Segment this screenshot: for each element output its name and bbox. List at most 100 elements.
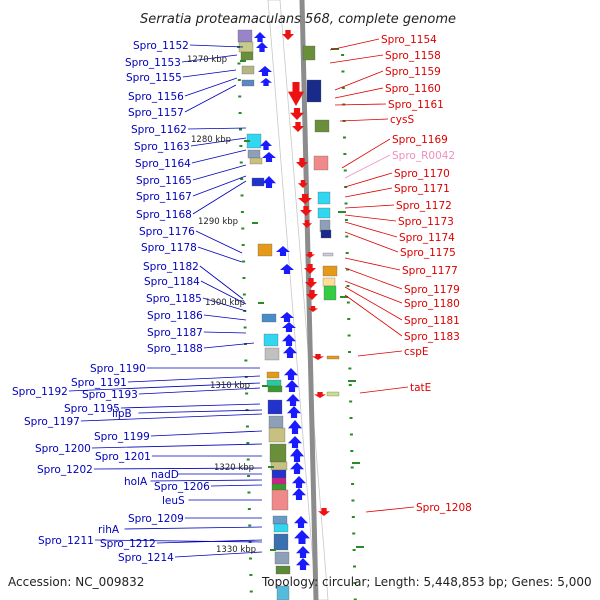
left-gene-label[interactable]: Spro_1197 <box>24 416 80 428</box>
gene-feature-block[interactable] <box>252 178 264 186</box>
gene-feature-block[interactable] <box>318 192 330 204</box>
forward-gene-arrow[interactable] <box>287 406 301 418</box>
gene-feature-block[interactable] <box>248 150 260 158</box>
left-gene-label[interactable]: Spro_1211 <box>38 535 94 547</box>
gene-feature-block[interactable] <box>272 484 286 490</box>
forward-gene-arrow[interactable] <box>260 78 272 86</box>
left-gene-label[interactable]: Spro_1200 <box>35 443 91 455</box>
forward-gene-arrow[interactable] <box>292 476 306 488</box>
left-gene-label[interactable]: Spro_1164 <box>135 158 191 170</box>
left-gene-label[interactable]: Spro_1168 <box>136 209 192 221</box>
left-gene-label[interactable]: holA <box>124 476 148 488</box>
left-gene-label[interactable]: Spro_1192 <box>12 386 68 398</box>
gene-feature-block[interactable] <box>327 356 339 359</box>
right-gene-label[interactable]: Spro_1174 <box>399 232 455 244</box>
right-gene-label[interactable]: Spro_1170 <box>394 168 450 180</box>
forward-gene-arrow[interactable] <box>288 436 302 448</box>
gene-feature-block[interactable] <box>314 156 328 170</box>
left-gene-label[interactable]: Spro_1209 <box>128 513 184 525</box>
left-gene-label[interactable]: Spro_1153 <box>125 57 181 69</box>
left-gene-label[interactable]: Spro_1199 <box>94 431 150 443</box>
right-gene-label[interactable]: Spro_1154 <box>381 34 437 46</box>
forward-gene-arrow[interactable] <box>292 488 306 500</box>
gene-feature-block[interactable] <box>275 552 289 564</box>
right-gene-label[interactable]: cspE <box>404 346 429 358</box>
forward-gene-arrow[interactable] <box>254 32 266 42</box>
left-gene-label[interactable]: Spro_1157 <box>128 107 184 119</box>
gene-feature-block[interactable] <box>276 566 290 574</box>
left-gene-label[interactable]: Spro_1185 <box>146 293 202 305</box>
left-gene-label[interactable]: Spro_1167 <box>136 191 192 203</box>
left-gene-label[interactable]: Spro_1188 <box>147 343 203 355</box>
gene-feature-block[interactable] <box>268 386 282 392</box>
right-gene-label[interactable]: Spro_1172 <box>396 200 452 212</box>
left-gene-label[interactable]: Spro_1182 <box>143 261 199 273</box>
left-gene-label[interactable]: Spro_1212 <box>100 538 156 550</box>
left-gene-label[interactable]: Spro_1162 <box>131 124 187 136</box>
right-gene-label[interactable]: Spro_1169 <box>392 134 448 146</box>
gene-feature-block[interactable] <box>327 392 339 396</box>
right-gene-label[interactable]: Spro_1177 <box>402 265 458 277</box>
gene-feature-block[interactable] <box>307 80 321 102</box>
left-gene-label[interactable]: Spro_1206 <box>154 481 210 493</box>
left-gene-label[interactable]: Spro_1191 <box>71 377 127 389</box>
reverse-gene-arrow[interactable] <box>312 354 324 360</box>
left-gene-label[interactable]: Spro_1152 <box>133 40 189 52</box>
gene-feature-block[interactable] <box>268 400 282 414</box>
forward-gene-arrow[interactable] <box>258 66 272 76</box>
right-gene-label[interactable]: Spro_1161 <box>388 99 444 111</box>
right-gene-label[interactable]: Spro_R0042 <box>392 150 455 162</box>
gene-feature-block[interactable] <box>241 52 253 60</box>
reverse-gene-arrow[interactable] <box>292 122 304 132</box>
left-gene-label[interactable]: Spro_1163 <box>134 141 190 153</box>
gene-feature-block[interactable] <box>272 470 286 478</box>
forward-gene-arrow[interactable] <box>290 448 304 462</box>
right-gene-label[interactable]: tatE <box>410 382 431 394</box>
forward-gene-arrow[interactable] <box>280 312 294 322</box>
gene-feature-block[interactable] <box>258 244 272 256</box>
forward-gene-arrow[interactable] <box>282 334 296 346</box>
right-gene-label[interactable]: Spro_1179 <box>404 284 460 296</box>
gene-feature-block[interactable] <box>323 253 333 256</box>
left-gene-label[interactable]: Spro_1176 <box>139 226 195 238</box>
forward-gene-arrow[interactable] <box>290 462 304 474</box>
forward-gene-arrow[interactable] <box>296 558 310 570</box>
reverse-gene-arrow[interactable] <box>282 30 294 40</box>
left-gene-label[interactable]: lipB <box>112 408 132 420</box>
left-gene-label[interactable]: nadD <box>151 469 179 481</box>
gene-feature-block[interactable] <box>303 46 315 60</box>
forward-gene-arrow[interactable] <box>262 152 276 162</box>
right-gene-label[interactable]: Spro_1158 <box>385 50 441 62</box>
reverse-gene-arrow[interactable] <box>298 194 312 204</box>
gene-feature-block[interactable] <box>270 444 286 462</box>
forward-gene-arrow[interactable] <box>256 42 268 52</box>
left-gene-label[interactable]: Spro_1214 <box>118 552 174 564</box>
gene-feature-block[interactable] <box>238 30 252 42</box>
left-gene-label[interactable]: rihA <box>98 524 120 536</box>
gene-feature-block[interactable] <box>262 314 276 322</box>
gene-feature-block[interactable] <box>272 490 288 510</box>
forward-gene-arrow[interactable] <box>283 346 297 358</box>
gene-feature-block[interactable] <box>274 524 288 532</box>
gene-feature-block[interactable] <box>242 66 254 74</box>
left-gene-label[interactable]: Spro_1187 <box>147 327 203 339</box>
left-gene-label[interactable]: Spro_1165 <box>136 175 192 187</box>
left-gene-label[interactable]: Spro_1201 <box>95 451 151 463</box>
gene-feature-block[interactable] <box>269 428 285 442</box>
right-gene-label[interactable]: Spro_1175 <box>400 247 456 259</box>
left-gene-label[interactable]: Spro_1193 <box>82 389 138 401</box>
gene-feature-block[interactable] <box>321 230 331 238</box>
left-gene-label[interactable]: Spro_1190 <box>90 363 146 375</box>
reverse-gene-arrow[interactable] <box>314 392 326 398</box>
gene-feature-block[interactable] <box>273 516 287 524</box>
reverse-gene-arrow[interactable] <box>300 206 312 216</box>
gene-feature-block[interactable] <box>324 286 336 300</box>
right-gene-label[interactable]: Spro_1183 <box>404 331 460 343</box>
forward-gene-arrow[interactable] <box>286 394 300 406</box>
reverse-gene-arrow[interactable] <box>302 220 312 228</box>
gene-feature-block[interactable] <box>323 266 337 276</box>
left-gene-label[interactable]: Spro_1155 <box>126 72 182 84</box>
gene-feature-block[interactable] <box>269 416 283 428</box>
forward-gene-arrow[interactable] <box>285 380 299 392</box>
gene-feature-block[interactable] <box>267 380 281 386</box>
